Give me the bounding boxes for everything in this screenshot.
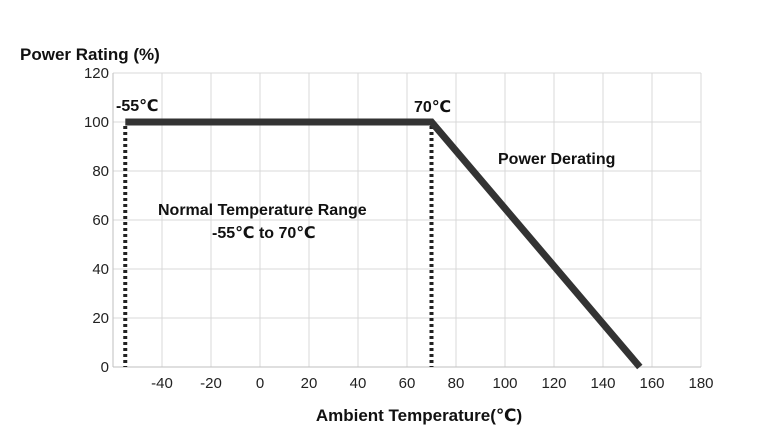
y-tick-label: 100 — [84, 114, 109, 131]
y-tick-label: 0 — [101, 359, 109, 376]
y-axis-title: Power Rating (%) — [20, 45, 160, 64]
x-axis-title: Ambient Temperature(℃) — [316, 406, 522, 425]
tick-labels: 0 20 40 60 80 100 120 -40 -20 0 20 40 60 80 100 120 140 1… — [84, 65, 714, 392]
x-tick-label: 40 — [350, 375, 367, 392]
y-tick-label: 20 — [92, 310, 109, 327]
x-tick-label: 160 — [639, 375, 664, 392]
annotation-left-point: -55℃ — [116, 98, 159, 115]
x-tick-label: 140 — [590, 375, 615, 392]
reference-lines — [123, 126, 434, 367]
y-tick-label: 40 — [92, 261, 109, 278]
x-tick-label: -40 — [151, 375, 173, 392]
x-tick-label: 100 — [492, 375, 517, 392]
series-layer — [125, 118, 643, 370]
x-tick-label: 0 — [256, 375, 264, 392]
y-tick-label: 80 — [92, 163, 109, 180]
x-tick-label: 20 — [301, 375, 318, 392]
annotation-right-point: 70℃ — [414, 99, 451, 116]
x-tick-label: 60 — [399, 375, 416, 392]
axes — [112, 73, 701, 368]
series-line-power-rating — [125, 118, 643, 370]
x-tick-label: 80 — [448, 375, 465, 392]
x-tick-label: 120 — [541, 375, 566, 392]
x-tick-label: 180 — [688, 375, 713, 392]
x-tick-label: -20 — [200, 375, 222, 392]
y-tick-label: 60 — [92, 212, 109, 229]
annotation-range-title: Normal Temperature Range — [158, 202, 367, 219]
annotation-range-span: -55℃ to 70℃ — [212, 225, 316, 242]
y-tick-label: 120 — [84, 65, 109, 82]
annotation-power-derating: Power Derating — [498, 151, 615, 168]
grid — [112, 72, 702, 368]
